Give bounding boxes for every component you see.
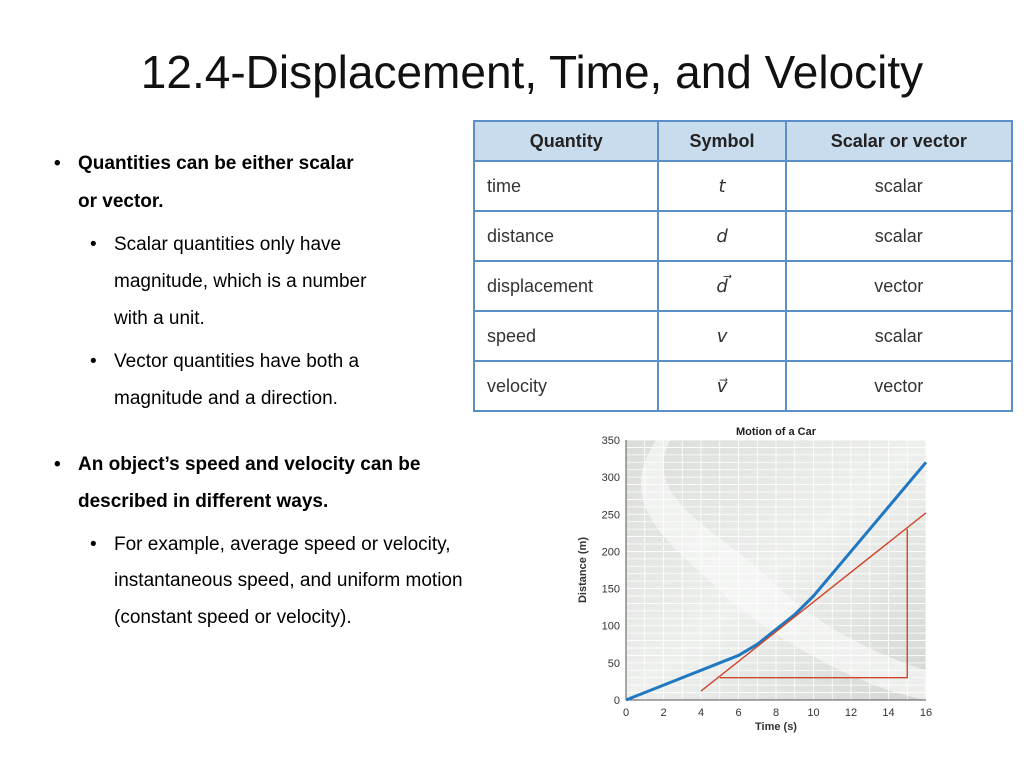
table-row: distance d scalar bbox=[472, 210, 1014, 262]
chart-title: Motion of a Car bbox=[736, 426, 817, 438]
x-tick-label: 8 bbox=[773, 707, 779, 719]
cell-quantity: speed bbox=[472, 310, 660, 362]
y-tick-label: 0 bbox=[614, 695, 620, 707]
cell-symbol: v bbox=[657, 310, 787, 362]
x-tick-label: 4 bbox=[698, 707, 704, 719]
distance-time-curve bbox=[625, 461, 928, 702]
quantity-table: Quantity Symbol Scalar or vector time t … bbox=[472, 120, 1014, 412]
y-tick-label: 300 bbox=[602, 472, 620, 484]
motion-of-a-car-chart: 0 2 4 6 8 10 12 14 16 0 50 100 150 200 250 300 350 Motio… bbox=[577, 426, 932, 733]
sub-bullet-1-line2: magnitude, which is a number bbox=[114, 271, 367, 292]
header-symbol: Symbol bbox=[657, 120, 787, 162]
bullet-1-cont: or vector. bbox=[78, 191, 164, 212]
sub-bullet-3-line2: instantaneous speed, and uniform motion bbox=[114, 570, 463, 591]
x-tick-label: 10 bbox=[807, 707, 819, 719]
sub-bullet-3: • For example, average speed or velocity… bbox=[90, 526, 451, 563]
table-row: velocity v⃗ vector bbox=[472, 360, 1014, 412]
cell-quantity: velocity bbox=[472, 360, 660, 412]
y-tick-label: 250 bbox=[602, 509, 620, 521]
cell-symbol: v⃗ bbox=[657, 360, 787, 412]
x-tick-label: 16 bbox=[920, 707, 932, 719]
cell-symbol: t bbox=[657, 160, 787, 212]
cell-type: vector bbox=[784, 260, 1014, 312]
bullet-glyph: • bbox=[54, 454, 61, 475]
table-row: displacement d⃗ vector bbox=[472, 260, 1014, 312]
sub-bullet-2-line2: magnitude and a direction. bbox=[114, 388, 338, 409]
cell-quantity: displacement bbox=[472, 260, 660, 312]
y-tick-label: 50 bbox=[608, 658, 620, 670]
bullet-glyph: • bbox=[90, 234, 97, 255]
x-tick-label: 12 bbox=[845, 707, 857, 719]
cell-symbol: d bbox=[657, 210, 787, 262]
tangent-line bbox=[700, 512, 927, 692]
tangent-triangle bbox=[719, 529, 908, 679]
slide-title: 12.4-Displacement, Time, and Velocity bbox=[140, 46, 924, 98]
sub-bullet-2-line1: Vector quantities have both a bbox=[114, 351, 360, 372]
bullet-glyph: • bbox=[54, 153, 61, 174]
cell-quantity: time bbox=[472, 160, 660, 212]
sub-bullet-3-line1: For example, average speed or velocity, bbox=[114, 534, 451, 555]
header-quantity: Quantity bbox=[472, 120, 660, 162]
cell-quantity: distance bbox=[472, 210, 660, 262]
cell-symbol: d⃗ bbox=[657, 260, 787, 312]
bullet-glyph: • bbox=[90, 351, 97, 372]
y-tick-label: 200 bbox=[602, 546, 620, 558]
cell-type: scalar bbox=[784, 160, 1014, 212]
sub-bullet-2: • Vector quantities have both a bbox=[90, 343, 359, 380]
sub-bullet-1: • Scalar quantities only have bbox=[90, 226, 341, 263]
sub-bullet-1-line3: with a unit. bbox=[114, 308, 205, 329]
cell-type: scalar bbox=[784, 310, 1014, 362]
chart-ticks: 0 2 4 6 8 10 12 14 16 0 50 100 150 200 250 300 350 bbox=[602, 435, 932, 719]
bullet-1-line1: Quantities can be either scalar bbox=[78, 153, 354, 174]
y-tick-label: 100 bbox=[602, 621, 620, 633]
sub-bullet-3-line3: (constant speed or velocity). bbox=[114, 607, 352, 628]
bullet-glyph: • bbox=[90, 534, 97, 555]
bullet-2: • An object’s speed and velocity can be bbox=[54, 446, 420, 483]
y-axis-label: Distance (m) bbox=[577, 537, 589, 603]
x-tick-label: 14 bbox=[882, 707, 894, 719]
cell-type: scalar bbox=[784, 210, 1014, 262]
chart-grid bbox=[625, 439, 927, 701]
x-tick-label: 2 bbox=[660, 707, 666, 719]
sub-bullet-1-line1: Scalar quantities only have bbox=[114, 234, 342, 255]
y-tick-label: 150 bbox=[602, 584, 620, 596]
header-scalar-or-vector: Scalar or vector bbox=[784, 120, 1014, 162]
x-tick-label: 0 bbox=[623, 707, 629, 719]
x-tick-label: 6 bbox=[735, 707, 741, 719]
bullet-2-line2: described in different ways. bbox=[78, 491, 329, 512]
chart-series bbox=[625, 461, 928, 702]
y-tick-label: 350 bbox=[602, 435, 620, 447]
cell-type: vector bbox=[784, 360, 1014, 412]
table-row: speed v scalar bbox=[472, 310, 1014, 362]
x-axis-label: Time (s) bbox=[755, 721, 797, 733]
bullet-2-line1: An object’s speed and velocity can be bbox=[78, 454, 421, 475]
bullet-1: • Quantities can be either scalar bbox=[54, 145, 354, 182]
table-header-row: Quantity Symbol Scalar or vector bbox=[472, 120, 1014, 162]
table-row: time t scalar bbox=[472, 160, 1014, 212]
road-photo-decoration bbox=[641, 440, 926, 700]
chart-axes bbox=[625, 440, 926, 701]
